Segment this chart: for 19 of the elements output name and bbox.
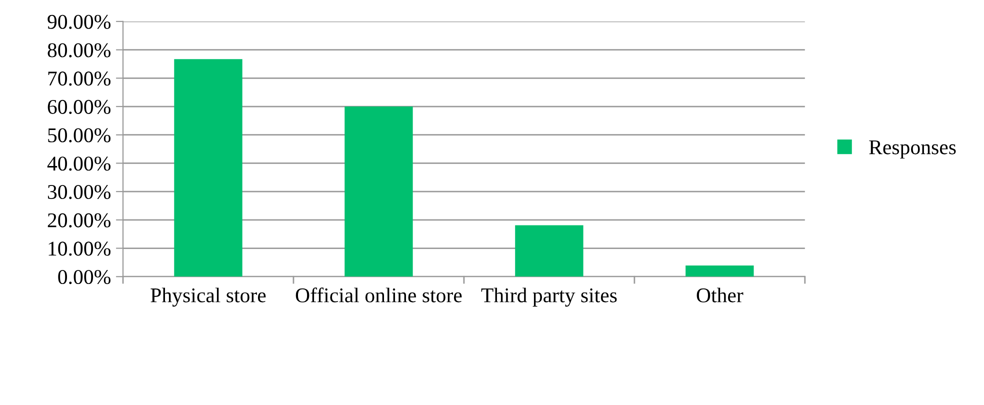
- y-tick-label: 0.00%: [58, 270, 110, 284]
- y-tick-label: 70.00%: [48, 72, 110, 86]
- legend-label: Responses: [869, 140, 956, 159]
- x-tick-label: Physical store: [150, 288, 266, 307]
- y-tick-label: 40.00%: [47, 156, 110, 171]
- y-tick-label: 30.00%: [48, 184, 110, 200]
- x-tick-label: Third party sites: [481, 288, 617, 307]
- y-tick-label: 90.00%: [48, 14, 110, 29]
- y-tick-label: 80.00%: [48, 43, 110, 58]
- bar: [344, 106, 413, 277]
- y-tick-label: 20.00%: [48, 213, 110, 228]
- y-tick-label: 10.00%: [48, 242, 110, 256]
- bar: [686, 266, 754, 277]
- x-tick-label: Official online store: [296, 288, 462, 302]
- bar: [174, 59, 242, 277]
- bar: [515, 225, 584, 277]
- x-tick-label: Other: [696, 288, 744, 302]
- y-tick-label: 60.00%: [48, 100, 110, 114]
- y-tick-label: 50.00%: [48, 128, 110, 142]
